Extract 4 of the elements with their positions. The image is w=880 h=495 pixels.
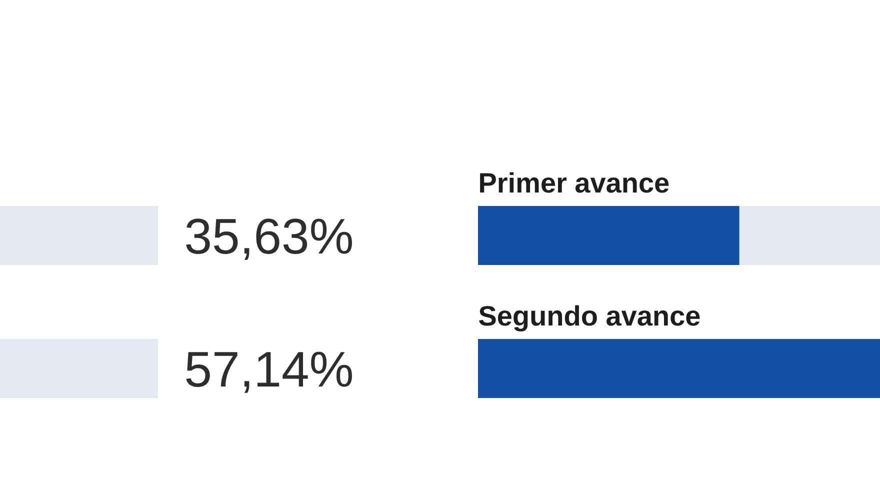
- y-tick-label: Segundo avance: [479, 305, 700, 332]
- y-tick-label: Primer avance: [480, 172, 669, 193]
- text: 57,14%: [186, 352, 352, 393]
- text: 35,63%: [186, 218, 352, 260]
